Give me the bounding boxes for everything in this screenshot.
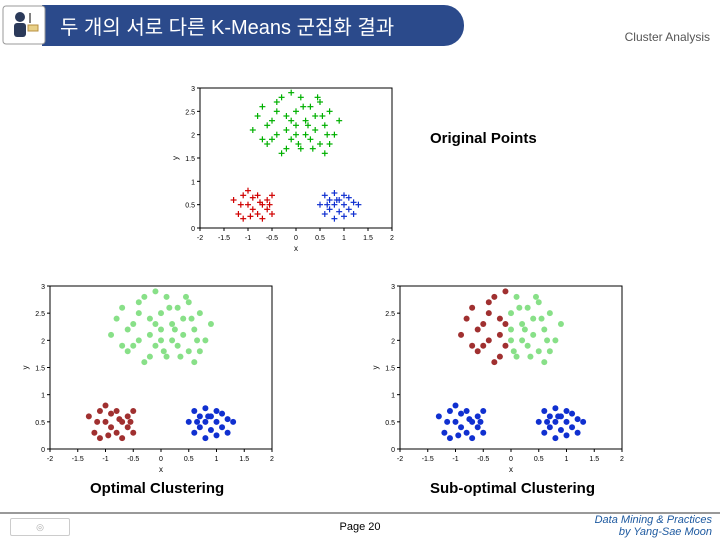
svg-text:y: y [371,366,380,370]
svg-text:2.5: 2.5 [185,109,195,116]
svg-text:1: 1 [342,235,346,242]
svg-text:-1.5: -1.5 [422,456,434,463]
label-original: Original Points [430,130,537,147]
svg-text:-1: -1 [245,235,251,242]
svg-text:x: x [294,244,298,253]
chart-optimal-clustering: -2 -1.5 -1 -0.5 0 0.5 1 1.5 2 0 0.5 1 1.5 2 2.5 3 x y [20,280,280,475]
chart-original-points: -2 -1.5 -1 -0.5 0 0.5 1 1.5 2 0 0.5 1 1.5 2 2.5 3 x y [170,82,400,254]
svg-text:1: 1 [41,393,45,400]
svg-text:-1.5: -1.5 [218,235,230,242]
svg-text:0.5: 0.5 [35,420,45,427]
svg-text:-0.5: -0.5 [266,235,278,242]
svg-text:1: 1 [391,393,395,400]
credit-line-2: by Yang-Sae Moon [595,526,712,538]
svg-text:0.5: 0.5 [385,420,395,427]
svg-text:2: 2 [270,456,274,463]
svg-text:0: 0 [391,447,395,454]
label-suboptimal: Sub-optimal Clustering [430,480,595,497]
svg-text:-1: -1 [452,456,458,463]
svg-text:0.5: 0.5 [534,456,544,463]
footer-logo-icon: ◎ [10,518,70,536]
svg-text:-1.5: -1.5 [72,456,84,463]
svg-text:0.5: 0.5 [315,235,325,242]
svg-text:2.5: 2.5 [385,311,395,318]
svg-text:y: y [171,156,180,160]
credit-line-1: Data Mining & Practices [595,514,712,526]
svg-text:2: 2 [620,456,624,463]
svg-text:3: 3 [191,86,195,93]
svg-text:1.5: 1.5 [589,456,599,463]
svg-text:1.5: 1.5 [385,366,395,373]
svg-text:1.5: 1.5 [363,235,373,242]
svg-text:3: 3 [41,284,45,291]
title-bar: 두 개의 서로 다른 K-Means 군집화 결과 [0,6,464,44]
svg-text:0: 0 [191,226,195,233]
svg-text:0: 0 [294,235,298,242]
svg-text:1: 1 [191,179,195,186]
svg-text:-0.5: -0.5 [127,456,139,463]
svg-text:x: x [509,465,513,474]
svg-text:-2: -2 [47,456,53,463]
svg-text:0: 0 [41,447,45,454]
svg-text:1.5: 1.5 [239,456,249,463]
chart-suboptimal-clustering: -2 -1.5 -1 -0.5 0 0.5 1 1.5 2 0 0.5 1 1.5 2 2.5 3 x y [370,280,630,475]
slide-icon [0,3,48,47]
svg-text:3: 3 [391,284,395,291]
svg-text:2.5: 2.5 [35,311,45,318]
svg-text:2: 2 [41,338,45,345]
svg-text:-0.5: -0.5 [477,456,489,463]
svg-text:1: 1 [565,456,569,463]
svg-text:2: 2 [191,133,195,140]
svg-text:0: 0 [159,456,163,463]
svg-text:0.5: 0.5 [184,456,194,463]
svg-text:0: 0 [509,456,513,463]
svg-text:x: x [159,465,163,474]
svg-text:2: 2 [391,338,395,345]
footer: ◎ Page 20 Data Mining & Practices by Yan… [0,512,720,540]
page-title: 두 개의 서로 다른 K-Means 군집화 결과 [42,5,464,46]
svg-text:1.5: 1.5 [185,156,195,163]
svg-text:1: 1 [215,456,219,463]
corner-label: Cluster Analysis [625,30,710,44]
svg-text:-1: -1 [102,456,108,463]
svg-text:y: y [21,366,30,370]
svg-text:-2: -2 [197,235,203,242]
svg-text:1.5: 1.5 [35,366,45,373]
label-optimal: Optimal Clustering [90,480,224,497]
svg-text:2: 2 [390,235,394,242]
page-number: Page 20 [340,521,381,533]
svg-text:0.5: 0.5 [185,203,195,210]
svg-text:-2: -2 [397,456,403,463]
footer-credit: Data Mining & Practices by Yang-Sae Moon [595,514,712,538]
